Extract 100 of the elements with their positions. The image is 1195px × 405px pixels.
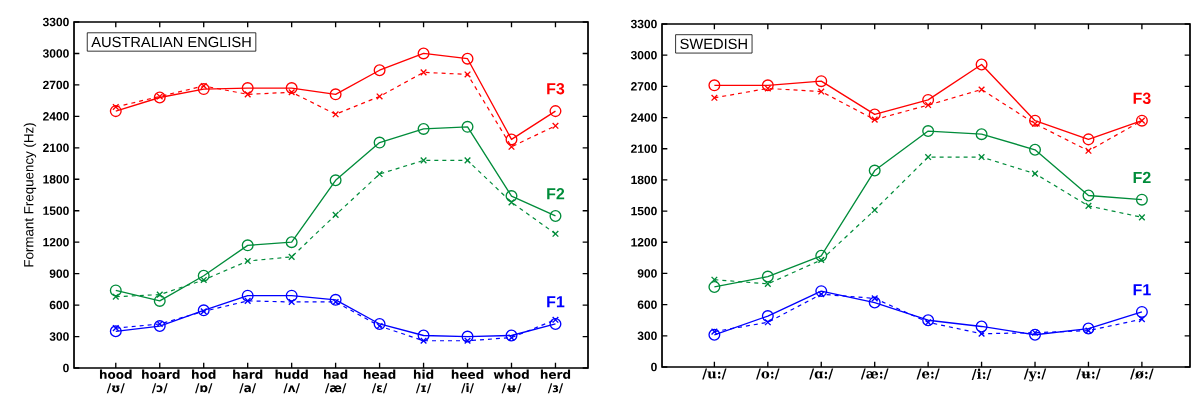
point: [288, 253, 296, 261]
x-tick-label: /y:/: [1023, 368, 1047, 382]
point: [461, 52, 474, 65]
y-tick-label: 900: [637, 269, 657, 278]
point: [1084, 147, 1092, 155]
point: [505, 190, 518, 203]
point: [708, 328, 721, 341]
point: [376, 170, 384, 178]
x-tick-label: hood /ʊ/: [99, 369, 132, 394]
point: [1029, 143, 1042, 156]
point: [815, 285, 828, 298]
point: [332, 211, 340, 219]
x-tick-label: /ʉ:/: [1076, 368, 1101, 380]
point: [464, 156, 472, 164]
point: [241, 82, 254, 95]
point: [551, 230, 559, 238]
point: [1082, 133, 1095, 146]
series-label: F3: [547, 83, 565, 95]
y-tick-label: 2100: [631, 144, 657, 153]
point: [975, 320, 988, 333]
point: [710, 94, 718, 102]
point: [817, 88, 825, 96]
point: [708, 79, 721, 92]
x-tick-label: hard /a/: [233, 369, 263, 394]
point: [285, 82, 298, 95]
point: [244, 257, 252, 265]
x-tick-label: hoard /ɔ/: [142, 369, 180, 394]
y-tick-label: 1800: [631, 175, 657, 185]
x-tick-label: hid /ɪ/: [413, 369, 434, 394]
x-tick-label: /u:/: [702, 368, 727, 380]
point: [817, 256, 825, 264]
y-tick-label: 2700: [631, 82, 657, 91]
point: [871, 116, 879, 124]
x-tick-label: herd /ɜ/: [540, 369, 571, 394]
y-tick-label: 600: [637, 300, 657, 309]
point: [200, 276, 208, 284]
y-tick-label: 300: [637, 331, 657, 341]
point: [551, 122, 559, 130]
series-label: F1: [547, 296, 565, 308]
x-tick-label: hod /ɒ/: [192, 369, 216, 394]
point: [975, 58, 988, 71]
point: [978, 330, 986, 338]
y-tick-label: 300: [49, 332, 69, 341]
point: [329, 88, 342, 101]
point: [329, 174, 342, 187]
point: [197, 83, 210, 96]
series-label: F1: [1133, 284, 1151, 296]
text: SWEDISH: [680, 38, 747, 50]
point: [109, 325, 122, 338]
point: [461, 330, 474, 343]
x-tick-label: whod /ʉ/: [493, 369, 529, 394]
point: [285, 236, 298, 249]
point: [871, 206, 879, 214]
x-tick-label: /e:/: [916, 368, 940, 380]
point: [975, 128, 988, 141]
x-tick-label: heed /i/: [451, 369, 484, 394]
series-label: F3: [1133, 92, 1151, 104]
point: [1084, 202, 1092, 210]
text: AUSTRALIAN ENGLISH: [91, 36, 251, 48]
y-tick-label: 1200: [43, 237, 69, 247]
point: [197, 269, 210, 282]
point: [1029, 328, 1042, 341]
point: [924, 153, 932, 161]
x-tick-label: had /æ/: [324, 369, 348, 394]
point: [420, 337, 428, 345]
point: [373, 136, 386, 149]
point: [1138, 315, 1146, 323]
point: [505, 329, 518, 342]
y-tick-label: 1500: [631, 206, 657, 216]
point: [1082, 322, 1095, 335]
y-tick-label: 2400: [631, 113, 657, 122]
point: [508, 198, 515, 206]
x-tick-label: /ɑ:/: [809, 368, 834, 380]
point: [332, 110, 340, 118]
point: [156, 291, 164, 299]
x-tick-label: /ø:/: [1130, 368, 1154, 380]
y-tick-label: 3300: [630, 19, 657, 29]
series-label: F2: [1133, 171, 1151, 183]
point: [1138, 213, 1146, 221]
point: [978, 153, 986, 161]
point: [1135, 305, 1148, 318]
y-tick-label: 3000: [630, 50, 657, 60]
point: [153, 91, 166, 104]
point: [508, 143, 515, 151]
point: [761, 270, 774, 283]
point: [1029, 114, 1042, 127]
point: [244, 297, 252, 305]
point: [153, 320, 166, 333]
point: [764, 318, 772, 326]
point: [420, 68, 428, 76]
point: [329, 293, 342, 306]
y-tick-label: 900: [49, 269, 69, 278]
point: [153, 294, 166, 307]
point: [241, 289, 254, 302]
point: [922, 314, 935, 327]
point: [1082, 189, 1095, 202]
series-label: F2: [547, 188, 565, 200]
x-tick-label: /æ:/: [860, 368, 889, 380]
point: [288, 298, 296, 306]
point: [922, 93, 935, 106]
